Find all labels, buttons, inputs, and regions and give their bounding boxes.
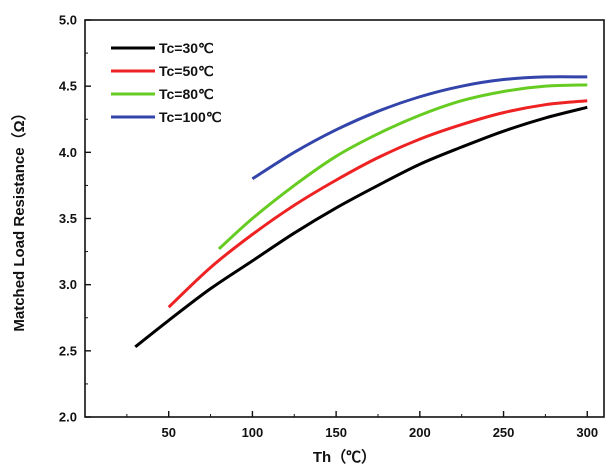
x-tick-label: 250 [493,425,515,440]
y-tick-label: 4.0 [59,145,77,160]
series-line-3 [217,83,588,251]
y-tick-label: 5.0 [59,13,77,28]
y-tick-label: 4.5 [59,79,77,94]
y-tick-label: 3.5 [59,211,77,226]
x-axis-title: Th（℃） [313,448,376,466]
legend-label: Tc=50℃ [159,63,214,79]
x-tick-label: 300 [576,425,598,440]
legend-label: Tc=100℃ [159,109,222,125]
series-line-4 [251,75,588,181]
y-tick-label: 2.0 [59,410,77,425]
x-tick-label: 200 [409,425,431,440]
series-lines [134,75,588,349]
series-line-1 [134,105,588,349]
legend-label: Tc=30℃ [159,40,214,56]
y-axis-title: Matched Load Resistance（Ω） [10,105,28,331]
axes: 50 100 150 200 250 300 2.0 2.5 3.0 3.5 4.0 4.5 5.0 [59,13,605,440]
x-tick-label: 150 [325,425,347,440]
plot-frame [84,19,605,418]
y-tick-label: 3.0 [59,277,77,292]
legend: Tc=30℃ Tc=50℃ Tc=80℃ Tc=100℃ [111,40,222,125]
legend-label: Tc=80℃ [159,86,214,102]
x-tick-label: 100 [242,425,264,440]
series-line-2 [167,99,588,309]
y-tick-label: 2.5 [59,343,77,358]
x-tick-label: 50 [161,425,175,440]
